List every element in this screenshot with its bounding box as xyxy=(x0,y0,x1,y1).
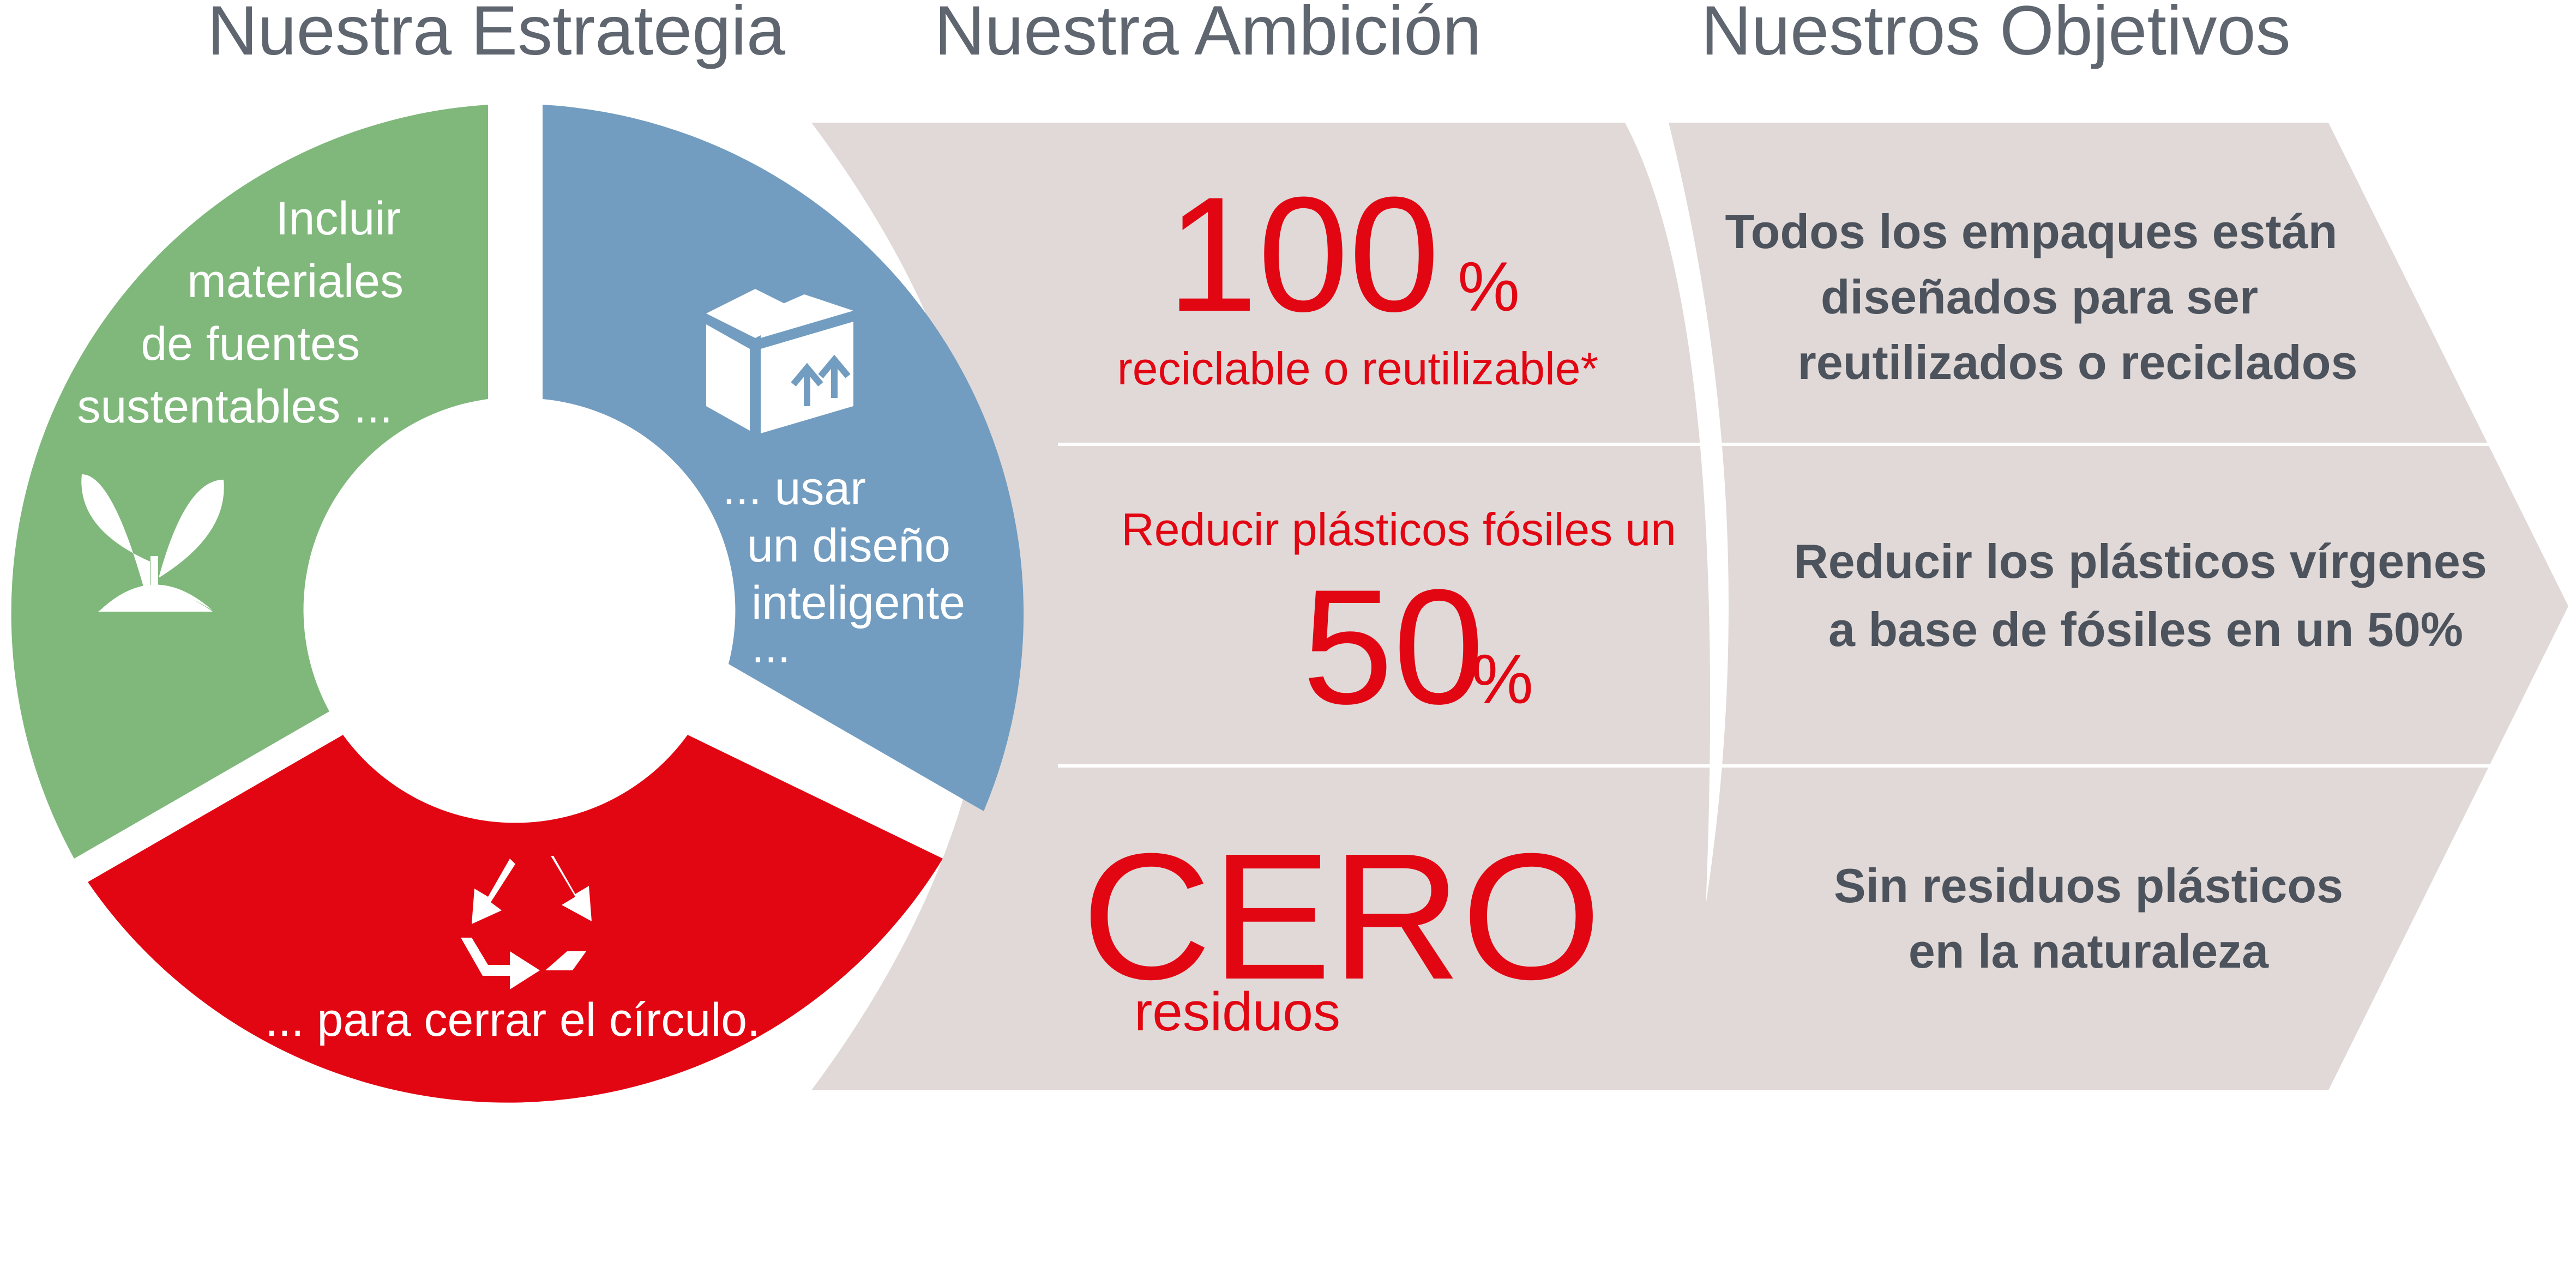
ambition-recyclable-caption: reciclable o reutilizable* xyxy=(1117,343,1598,394)
ambition-reduce-caption: Reducir plásticos fósiles un xyxy=(1121,504,1676,555)
blue-line-2: un diseño xyxy=(747,520,950,572)
ambition-50-unit: % xyxy=(1471,641,1533,718)
donut-segment-blue xyxy=(543,105,1024,811)
blue-line-4: ... xyxy=(751,620,791,673)
ambition-100-number: 100 xyxy=(1167,162,1440,346)
objective-1-line-1: Todos los empaques están xyxy=(1725,204,2337,258)
objective-2-line-1: Reducir los plásticos vírgenes xyxy=(1793,534,2487,588)
donut-segment-green xyxy=(11,105,489,859)
objective-2: Reducir los plásticos vírgenes a base de… xyxy=(1793,534,2487,656)
green-segment-text: Incluir materiales de fuentes sustentabl… xyxy=(77,192,404,433)
green-line-2: materiales xyxy=(187,255,404,307)
header-strategy: Nuestra Estrategia xyxy=(207,0,786,70)
ambition-100-unit: % xyxy=(1458,248,1520,326)
red-segment-text: ... para cerrar el círculo. xyxy=(265,994,760,1046)
sprout-icon xyxy=(81,474,224,612)
blue-line-3: inteligente xyxy=(751,577,965,629)
objective-1: Todos los empaques están diseñados para … xyxy=(1725,204,2357,389)
ambition-panel xyxy=(811,123,1711,1090)
green-line-3: de fuentes xyxy=(141,318,360,370)
objectives-chevron xyxy=(1669,123,2568,1090)
objective-3: Sin residuos plásticos en la naturaleza xyxy=(1834,859,2343,978)
header-objectives: Nuestros Objetivos xyxy=(1701,0,2290,70)
objective-3-line-2: en la naturaleza xyxy=(1909,924,2269,978)
donut-segment-red xyxy=(88,735,943,1103)
green-line-4: sustentables ... xyxy=(77,381,393,433)
objective-1-line-2: diseñados para ser xyxy=(1821,270,2258,324)
ambition-50-number: 50 xyxy=(1302,555,1484,738)
objective-1-line-3: reutilizados o reciclados xyxy=(1798,335,2358,389)
header-ambition: Nuestra Ambición xyxy=(934,0,1481,70)
ambition-zero-number: CERO xyxy=(1081,816,1601,1017)
package-box-icon xyxy=(706,289,853,433)
green-line-1: Incluir xyxy=(276,192,401,245)
recycle-icon xyxy=(461,856,592,989)
blue-segment-text: ... usar un diseño inteligente ... xyxy=(723,462,965,673)
objective-2-line-2: a base de fósiles en un 50% xyxy=(1828,602,2463,656)
blue-line-1: ... usar xyxy=(723,462,866,515)
objective-3-line-1: Sin residuos plásticos xyxy=(1834,859,2343,913)
ambition-waste-caption: residuos xyxy=(1134,981,1340,1042)
